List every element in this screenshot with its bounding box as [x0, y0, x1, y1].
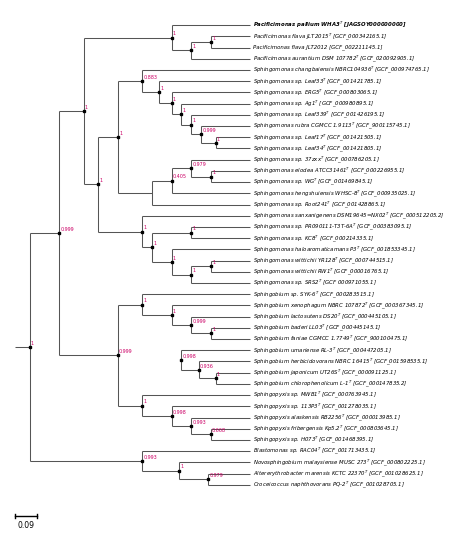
Text: Sphingopyxis sp. MWB1$^T$ [GCF_000763945.1]: Sphingopyxis sp. MWB1$^T$ [GCF_000763945… — [253, 390, 377, 400]
Text: Sphingomonas haloaromaticamans P3$^T$ [GCF_001853345.1]: Sphingomonas haloaromaticamans P3$^T$ [G… — [253, 244, 416, 254]
Text: 1: 1 — [212, 170, 215, 175]
Text: Sphingomonas hengshuiensis WHSC-8$^T$ [GCF_000935025.1]: Sphingomonas hengshuiensis WHSC-8$^T$ [G… — [253, 188, 416, 199]
Text: 1: 1 — [217, 137, 220, 141]
Text: 1: 1 — [182, 108, 186, 113]
Text: 0.936: 0.936 — [200, 364, 214, 369]
Text: Blastomonas sp. RAC04$^T$ [GCF_001713435.1]: Blastomonas sp. RAC04$^T$ [GCF_001713435… — [253, 446, 377, 456]
Text: Sphingomonas sanxanigenens DSM19645=NX02$^T$ [GCF_000512205.2]: Sphingomonas sanxanigenens DSM19645=NX02… — [253, 210, 445, 221]
Text: 1: 1 — [153, 241, 156, 246]
Text: Sphingomonas sp. Ag1$^T$ [GCF_000980895.1]: Sphingomonas sp. Ag1$^T$ [GCF_000980895.… — [253, 98, 374, 109]
Text: Sphingomonas wittichii RW1$^T$ [GCF_000016765.1]: Sphingomonas wittichii RW1$^T$ [GCF_0000… — [253, 266, 389, 277]
Text: Sphingomonas sp. 37zxx$^T$ [GCF_000786205.1]: Sphingomonas sp. 37zxx$^T$ [GCF_00078620… — [253, 154, 380, 165]
Text: Sphingopyxis fribergensis Kp5.2$^T$ [GCF_000803645.1]: Sphingopyxis fribergensis Kp5.2$^T$ [GCF… — [253, 423, 399, 434]
Text: Novosphingobium malaysiense MUSC 273$^T$ [GCF_000802225.1]: Novosphingobium malaysiense MUSC 273$^T$… — [253, 457, 426, 468]
Text: Sphingomonas sp. ERG5$^T$ [GCF_000803065.1]: Sphingomonas sp. ERG5$^T$ [GCF_000803065… — [253, 87, 379, 98]
Text: Pacificimonas pallium WHA3$^T$ [JAGSOY000000000]: Pacificimonas pallium WHA3$^T$ [JAGSOY00… — [253, 20, 407, 30]
Text: 0.998: 0.998 — [173, 410, 187, 415]
Text: Sphingomonas elodea ATCC31461$^T$ [GCF_000226955.1]: Sphingomonas elodea ATCC31461$^T$ [GCF_0… — [253, 166, 406, 176]
Text: Sphingobium sp. SYK-6$^T$ [GCF_000283515.1]: Sphingobium sp. SYK-6$^T$ [GCF_000283515… — [253, 289, 375, 300]
Text: 1: 1 — [173, 309, 176, 314]
Text: 1: 1 — [173, 256, 176, 260]
Text: 1: 1 — [100, 178, 102, 183]
Text: Croceicoccus naphthovorans PQ-2$^T$ [GCF_001028705.1]: Croceicoccus naphthovorans PQ-2$^T$ [GCF… — [253, 479, 405, 490]
Text: 1: 1 — [217, 372, 220, 377]
Text: 1: 1 — [119, 131, 122, 136]
Text: Sphingobium xenophagum NBRC 107872$^T$ [GCF_000367345.1]: Sphingobium xenophagum NBRC 107872$^T$ [… — [253, 300, 424, 311]
Text: 1: 1 — [144, 225, 146, 230]
Text: 1: 1 — [192, 226, 196, 231]
Text: Sphingobium japonicum UT26S$^T$ [GCF_000091125.1]: Sphingobium japonicum UT26S$^T$ [GCF_000… — [253, 367, 397, 378]
Text: 1: 1 — [192, 44, 196, 49]
Text: Sphingomonas sp. SRS2$^T$ [GCF 000971055.1]: Sphingomonas sp. SRS2$^T$ [GCF 000971055… — [253, 278, 377, 288]
Text: 0.979: 0.979 — [210, 473, 223, 478]
Text: Sphingobium lactosutens DS20$^T$ [GCF_000445105.1]: Sphingobium lactosutens DS20$^T$ [GCF_00… — [253, 312, 397, 322]
Text: Sphingobium faniae CGMCC 1.7749$^T$ [GCF_900100475.1]: Sphingobium faniae CGMCC 1.7749$^T$ [GCF… — [253, 334, 409, 344]
Text: Pacificimonas aurantium DSM 107782$^T$ [GCF_020092905.1]: Pacificimonas aurantium DSM 107782$^T$ [… — [253, 53, 415, 64]
Text: 0.993: 0.993 — [144, 455, 157, 459]
Text: Sphingomonas sp. Leaf33$^T$ [GCF_001421785.1]: Sphingomonas sp. Leaf33$^T$ [GCF_0014217… — [253, 76, 382, 87]
Text: Altererythrobacter marensis KCTC 22370$^T$ [GCF_001028625.1]: Altererythrobacter marensis KCTC 22370$^… — [253, 468, 424, 479]
Text: Sphingobium umariense RL-3$^T$ [GCF_000447205.1]: Sphingobium umariense RL-3$^T$ [GCF_0004… — [253, 345, 392, 356]
Text: Sphingomonas sp. PR090111-T3T-6A$^T$ [GCF_000383095.1]: Sphingomonas sp. PR090111-T3T-6A$^T$ [GC… — [253, 222, 412, 232]
Text: Sphingomonas sp. Leaf17$^T$ [GCF_001421505.1]: Sphingomonas sp. Leaf17$^T$ [GCF_0014215… — [253, 132, 382, 143]
Text: 0.405: 0.405 — [173, 174, 187, 179]
Text: Pacificimonas flava JLT2015$^T$ [GCF_000342165.1]: Pacificimonas flava JLT2015$^T$ [GCF_000… — [253, 31, 388, 42]
Text: Sphingomonas sp. Root241$^T$ [GCF_001428865.1]: Sphingomonas sp. Root241$^T$ [GCF_001428… — [253, 199, 386, 210]
Text: 1: 1 — [173, 31, 176, 37]
Text: 1: 1 — [192, 268, 196, 273]
Text: 0.999: 0.999 — [60, 226, 74, 232]
Text: 0.09: 0.09 — [18, 521, 35, 530]
Text: Sphingomonas changbaiensis NBRC104936$^T$ [GCF_000974765.1]: Sphingomonas changbaiensis NBRC104936$^T… — [253, 65, 430, 75]
Text: 0.668: 0.668 — [212, 428, 226, 433]
Text: Sphingomonas sp. Leaf339$^T$ [GCF_001426195.1]: Sphingomonas sp. Leaf339$^T$ [GCF_001426… — [253, 110, 385, 120]
Text: 0.998: 0.998 — [182, 353, 196, 359]
Text: Sphingobium baderi LL03$^T$ [GCF_000445145.1]: Sphingobium baderi LL03$^T$ [GCF_0004451… — [253, 322, 382, 333]
Text: Sphingomonas rubra CGMCC 1.9113$^T$ [GCF_900115745.1]: Sphingomonas rubra CGMCC 1.9113$^T$ [GCF… — [253, 121, 411, 131]
Text: Sphingomonas sp. KC8$^T$ [GCF_000214335.1]: Sphingomonas sp. KC8$^T$ [GCF_000214335.… — [253, 233, 374, 244]
Text: Sphingopyxis sp. 113P3$^T$ [GCF_001278035.1]: Sphingopyxis sp. 113P3$^T$ [GCF_00127803… — [253, 401, 377, 412]
Text: Sphingomonas sp. Leaf34$^T$ [GCF_001421805.1]: Sphingomonas sp. Leaf34$^T$ [GCF_0014218… — [253, 143, 382, 154]
Text: Sphingopyxis sp. H073$^T$ [GCF_001468395.1]: Sphingopyxis sp. H073$^T$ [GCF_001468395… — [253, 435, 374, 445]
Text: 0.979: 0.979 — [192, 162, 206, 167]
Text: 0.999: 0.999 — [202, 128, 216, 133]
Text: 1: 1 — [173, 97, 176, 102]
Text: 1: 1 — [180, 464, 183, 470]
Text: 1: 1 — [144, 299, 146, 303]
Text: 1: 1 — [212, 327, 215, 332]
Text: 1: 1 — [192, 118, 196, 123]
Text: 1: 1 — [31, 341, 34, 346]
Text: 1: 1 — [161, 86, 164, 91]
Text: 0.883: 0.883 — [144, 75, 157, 80]
Text: 1: 1 — [85, 105, 88, 110]
Text: 0.999: 0.999 — [192, 318, 206, 324]
Text: 1: 1 — [212, 36, 215, 41]
Text: 0.993: 0.993 — [192, 420, 206, 424]
Text: 1: 1 — [144, 399, 146, 404]
Text: Sphingomonas sp. WG$^T$ [GCF_001469845.1]: Sphingomonas sp. WG$^T$ [GCF_001469845.1… — [253, 177, 374, 187]
Text: Sphingobium chlorophenolicum L-1$^T$ [GCF_000147835.2]: Sphingobium chlorophenolicum L-1$^T$ [GC… — [253, 379, 408, 389]
Text: 0.999: 0.999 — [119, 349, 133, 354]
Text: Pacificimonas flava JLT2012 [GCF_002211145.1]: Pacificimonas flava JLT2012 [GCF_0022111… — [253, 45, 383, 51]
Text: Sphingomonas wittichii YR128$^T$ [GCF_000744515.1]: Sphingomonas wittichii YR128$^T$ [GCF_00… — [253, 255, 394, 266]
Text: Sphingopyxis alaskensis RB2256$^T$ [GCF_000013985.1]: Sphingopyxis alaskensis RB2256$^T$ [GCF_… — [253, 412, 401, 423]
Text: 1: 1 — [212, 260, 215, 265]
Text: Sphingobium herbicidovorans NBRC 16415$^T$ [GCF_001598535.1]: Sphingobium herbicidovorans NBRC 16415$^… — [253, 356, 428, 367]
